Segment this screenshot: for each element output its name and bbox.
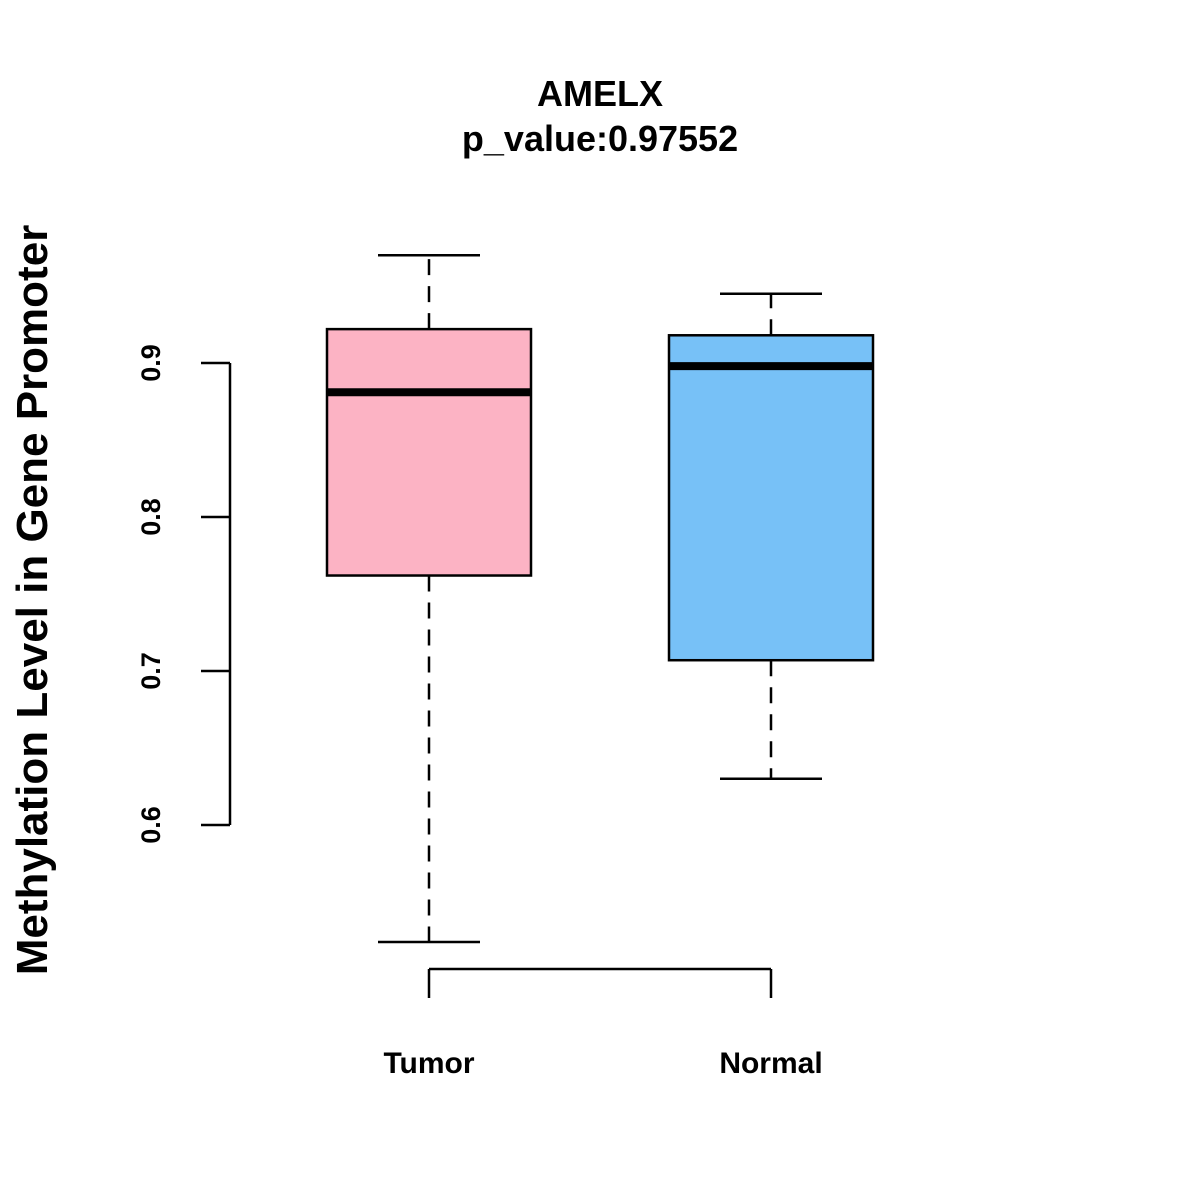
y-tick-label: 0.7 <box>136 652 166 690</box>
chart-title: AMELX <box>537 73 663 114</box>
y-axis: 0.6 0.7 0.8 0.9 <box>136 344 232 844</box>
y-tick-label: 0.8 <box>136 498 166 536</box>
box-body <box>325 327 533 577</box>
box-tumor <box>325 253 533 944</box>
x-tick-label-tumor: Tumor <box>383 1047 474 1080</box>
y-tick-label: 0.9 <box>136 344 166 382</box>
boxplot-boxes <box>325 253 875 944</box>
x-tick-labels: Tumor Normal <box>383 1047 822 1080</box>
x-tick-label-normal: Normal <box>719 1047 822 1080</box>
box-body <box>667 334 875 662</box>
x-axis <box>427 967 773 998</box>
y-tick-label: 0.6 <box>136 806 166 844</box>
box-normal <box>667 292 875 781</box>
chart-subtitle: p_value:0.97552 <box>462 118 738 159</box>
y-axis-label: Methylation Level in Gene Promoter <box>8 225 57 976</box>
